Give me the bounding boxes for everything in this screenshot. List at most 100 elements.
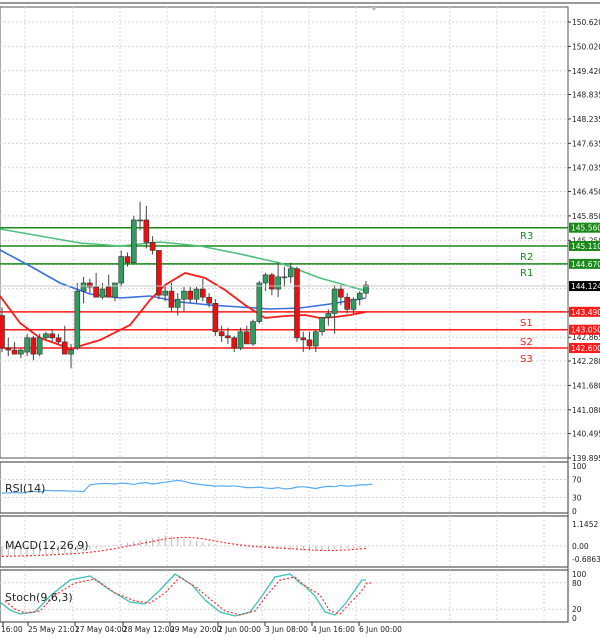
svg-text:143.490: 143.490 — [571, 308, 600, 317]
candlesticks — [0, 201, 369, 369]
candle — [225, 335, 231, 339]
candle — [237, 331, 244, 349]
svg-text:70: 70 — [572, 476, 582, 485]
price-tick-label: 148.835 — [572, 91, 600, 100]
candle — [112, 282, 118, 298]
level-label-s1: S1 — [520, 318, 533, 329]
candle — [287, 268, 294, 278]
price-tick-label: 145.250 — [572, 236, 600, 245]
price-tick-label: 140.495 — [572, 430, 600, 439]
candle — [118, 256, 125, 284]
candle — [344, 296, 350, 310]
svg-text:80: 80 — [572, 579, 582, 588]
candle — [338, 288, 344, 298]
time-tick-label: 6 Jun 00:00 — [359, 625, 402, 634]
candle — [43, 333, 49, 339]
candle — [168, 290, 175, 308]
rsi-line — [2, 479, 373, 494]
svg-text:100: 100 — [572, 462, 587, 471]
rsi-title: RSI(14) — [5, 482, 45, 495]
candle — [212, 302, 219, 333]
svg-text:145.110: 145.110 — [571, 242, 600, 251]
candle — [0, 315, 5, 349]
current-price-tag — [569, 281, 600, 292]
panel-frame — [0, 461, 569, 514]
svg-text:144.670: 144.670 — [571, 260, 600, 269]
level-price-tag — [569, 240, 600, 251]
candle — [24, 337, 30, 353]
candle — [11, 349, 18, 355]
candle — [156, 250, 162, 296]
svg-text:-0.6863: -0.6863 — [572, 555, 600, 564]
price-tick-label: 147.035 — [572, 164, 600, 173]
svg-text:30: 30 — [572, 494, 582, 503]
candle — [300, 337, 307, 341]
candle — [99, 288, 106, 298]
price-tick-label: 149.420 — [572, 67, 600, 76]
candle — [281, 276, 288, 279]
candle — [93, 286, 99, 298]
candle — [187, 290, 194, 300]
svg-text:1.1452: 1.1452 — [572, 520, 598, 529]
candle — [36, 337, 43, 355]
level-price-tag — [569, 222, 600, 233]
grid-lines — [0, 7, 568, 622]
candle — [143, 219, 150, 243]
level-label-s3: S3 — [520, 354, 533, 365]
macd-title: MACD(12,26,9) — [5, 539, 89, 552]
svg-text:20: 20 — [572, 605, 582, 614]
candle — [137, 219, 143, 222]
candle — [61, 341, 68, 355]
svg-text:0: 0 — [572, 507, 577, 516]
time-tick-label: 25 May 21:01 — [28, 625, 80, 634]
macd-panel: 1.1452 0.00 -0.6863 — [1, 520, 600, 564]
candle — [312, 331, 319, 347]
rsi-panel: 100 70 30 0 — [2, 462, 587, 516]
candle — [174, 298, 181, 308]
price-tick-label: 141.680 — [572, 381, 600, 390]
candle — [243, 331, 250, 345]
level-label-r2: R2 — [520, 252, 533, 263]
macd-signal-line — [1, 536, 367, 557]
price-tick-label: 146.450 — [572, 188, 600, 197]
price-tick-label: 148.235 — [572, 115, 600, 124]
candle — [325, 313, 332, 318]
chart-shift-marker-icon[interactable] — [371, 7, 377, 11]
svg-text:143.050: 143.050 — [571, 326, 600, 335]
price-tick-label: 139.895 — [572, 454, 600, 463]
price-tick-label: 150.020 — [572, 42, 600, 51]
level-price-tag — [569, 343, 600, 354]
price-tick-label: 145.850 — [572, 212, 600, 221]
support-resistance-levels: R3 R2 R1 S1 S2 S3 — [0, 226, 568, 365]
candle — [262, 274, 269, 284]
level-label-s2: S2 — [520, 337, 533, 348]
time-tick-label: 3 Jun 08:00 — [265, 625, 308, 634]
candle — [319, 317, 325, 333]
price-tick-label: 141.080 — [572, 406, 600, 415]
level-price-tag — [569, 306, 600, 317]
candle — [105, 286, 112, 298]
candle — [5, 347, 12, 351]
svg-text:0.00: 0.00 — [572, 542, 589, 551]
svg-text:144.124: 144.124 — [571, 282, 600, 291]
candle — [193, 288, 200, 300]
price-tick-label: 142.865 — [572, 333, 600, 342]
level-label-r3: R3 — [520, 231, 533, 242]
candle — [74, 290, 81, 349]
candle — [356, 292, 363, 300]
candle — [30, 337, 37, 355]
price-tick-label: 142.280 — [572, 357, 600, 366]
panel-frame — [0, 6, 569, 459]
price-axis: 150.620 150.020 149.420 148.835 148.235 147.6… — [0, 7, 600, 622]
svg-text:100: 100 — [572, 570, 587, 579]
stoch-signal-line — [4, 576, 371, 616]
svg-text:142.600: 142.600 — [571, 344, 600, 353]
candle — [275, 276, 281, 290]
level-price-tag — [569, 324, 600, 335]
candle — [363, 284, 369, 294]
time-tick-label: 4 Jun 16:00 — [312, 625, 355, 634]
stoch-title: Stoch(9,6,3) — [5, 591, 73, 604]
level-price-tag — [569, 258, 600, 269]
